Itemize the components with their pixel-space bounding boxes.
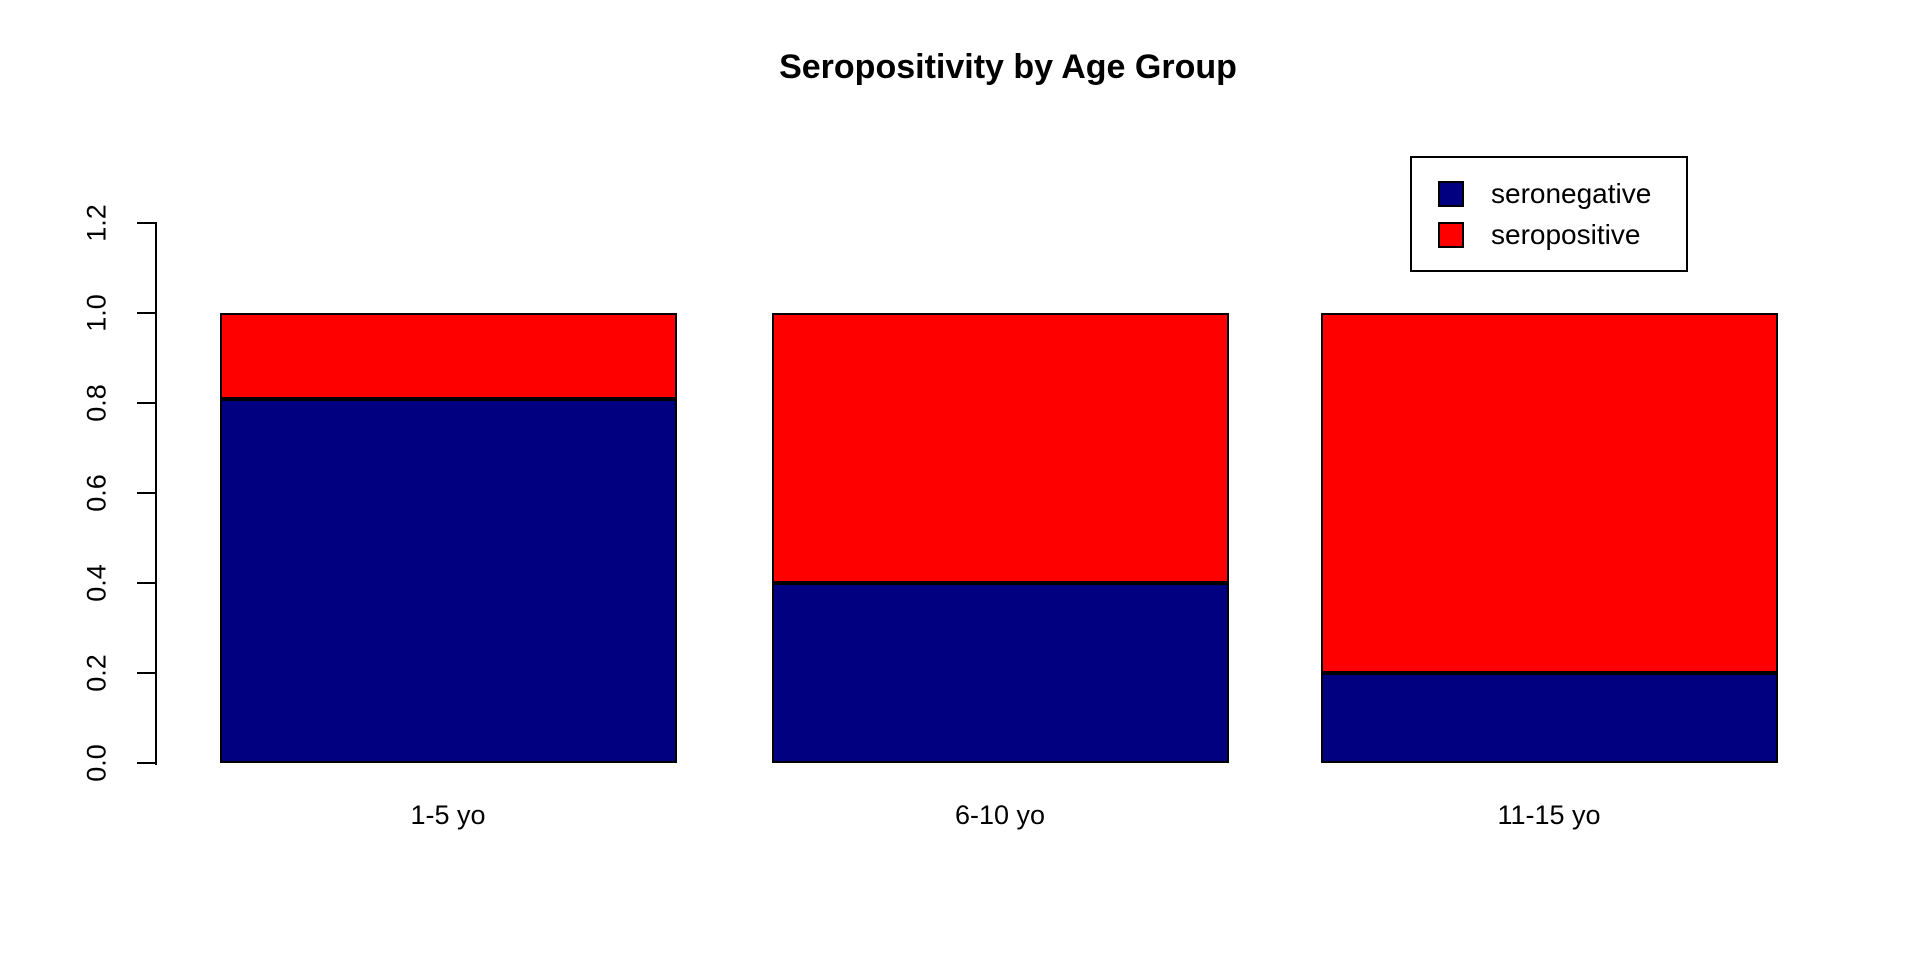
legend-label: seronegative: [1491, 177, 1652, 209]
legend: seronegative seropositive: [1410, 156, 1688, 272]
bar-segment-seronegative-6-10-yo: [771, 583, 1229, 763]
y-tick-mark: [137, 582, 157, 584]
y-tick-label: 0.4: [81, 564, 112, 602]
bar-segment-seropositive-1-5-yo: [219, 313, 677, 399]
bar-segment-seropositive-11-15-yo: [1320, 313, 1778, 673]
y-tick-mark: [137, 672, 157, 674]
y-tick-mark: [137, 312, 157, 314]
y-tick-label: 1.2: [81, 204, 112, 242]
x-axis-category-label: 6-10 yo: [954, 800, 1046, 830]
legend-label: seropositive: [1491, 218, 1641, 250]
bar-segment-seronegative-11-15-yo: [1320, 673, 1778, 763]
chart-title: Seropositivity by Age Group: [779, 48, 1237, 86]
legend-swatch-seropositive: [1438, 221, 1464, 248]
y-axis-line: [155, 223, 157, 765]
bar-segment-seronegative-1-5-yo: [219, 398, 677, 763]
bar-segment-seropositive-6-10-yo: [771, 313, 1229, 583]
y-tick-label: 0.0: [81, 744, 112, 782]
y-tick-mark: [137, 492, 157, 494]
y-tick-mark: [137, 402, 157, 404]
y-tick-label: 0.8: [81, 384, 112, 422]
y-tick-label: 1.0: [81, 294, 112, 332]
x-axis-category-label: 11-15 yo: [1497, 800, 1601, 830]
legend-swatch-seronegative: [1438, 180, 1464, 207]
y-tick-label: 0.2: [81, 654, 112, 692]
y-tick-mark: [137, 762, 157, 764]
y-tick-label: 0.6: [81, 474, 112, 512]
y-tick-mark: [137, 222, 157, 224]
x-axis-category-label: 1-5 yo: [410, 800, 486, 830]
legend-item-seropositive: seropositive: [1438, 219, 1686, 251]
legend-item-seronegative: seronegative: [1438, 178, 1686, 210]
